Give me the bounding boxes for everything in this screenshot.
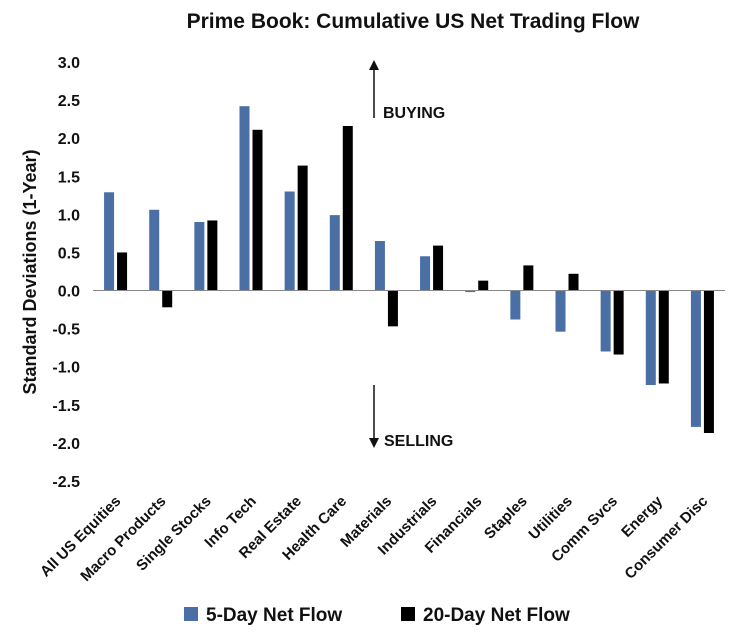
bar-5-day (645, 290, 656, 386)
legend-swatch (184, 607, 198, 621)
x-tick-label: Staples (481, 493, 531, 543)
y-tick-label: 0.0 (58, 284, 80, 301)
bar-20-day (207, 220, 218, 291)
y-tick-label: 3.0 (58, 55, 80, 72)
bar-5-day (600, 290, 611, 352)
bar-5-day (465, 290, 476, 293)
bar-5-day (194, 221, 205, 291)
y-tick-label: -0.5 (52, 322, 80, 339)
bar-20-day (297, 165, 308, 291)
bar-5-day (284, 191, 295, 291)
selling-arrow-head (369, 438, 379, 448)
bar-20-day (478, 280, 489, 291)
buying-label: BUYING (383, 105, 445, 122)
bar-20-day (568, 273, 579, 291)
y-tick-label: 1.5 (58, 169, 80, 186)
x-tick-label: Consumer Disc (621, 493, 711, 583)
bar-5-day (420, 256, 431, 291)
y-axis-label: Standard Deviations (1-Year) (20, 149, 40, 394)
bar-20-day (162, 290, 173, 308)
bar-5-day (690, 290, 701, 427)
bar-5-day (104, 192, 115, 291)
y-tick-label: 0.5 (58, 245, 80, 262)
y-tick-label: 1.0 (58, 207, 80, 224)
annotations: BUYING SELLING (369, 60, 453, 450)
bars (104, 106, 714, 434)
bar-20-day (433, 245, 444, 291)
bar-5-day (239, 106, 250, 291)
bar-20-day (387, 290, 398, 327)
bar-20-day (658, 290, 669, 384)
y-tick-label: -1.5 (52, 398, 80, 415)
buying-arrow-head (369, 60, 379, 70)
bar-5-day (329, 215, 340, 291)
bar-5-day (374, 241, 385, 291)
y-tick-labels: 3.0 2.5 2.0 1.5 1.0 0.5 0.0 -0.5 -1.0 -1.5 -2.0 -2.… (52, 55, 80, 491)
bar-5-day (149, 209, 160, 291)
bar-20-day (117, 252, 128, 291)
bar-20-day (342, 125, 353, 291)
y-tick-label: 2.0 (58, 131, 80, 148)
y-tick-label: -1.0 (52, 360, 80, 377)
bar-5-day (510, 290, 521, 320)
bar-20-day (252, 129, 263, 291)
chart-title: Prime Book: Cumulative US Net Trading Fl… (187, 10, 640, 33)
bar-20-day (523, 265, 534, 291)
selling-label: SELLING (384, 433, 453, 450)
bar-20-day (613, 290, 624, 355)
y-tick-label: 2.5 (58, 93, 80, 110)
y-tick-label: -2.5 (52, 474, 80, 491)
legend-label: 20-Day Net Flow (423, 605, 570, 626)
bar-20-day (703, 290, 714, 434)
bar-5-day (555, 290, 566, 332)
legend-swatch (401, 607, 415, 621)
y-tick-label: -2.0 (52, 436, 80, 453)
legend-label: 5-Day Net Flow (206, 605, 342, 626)
x-tick-label: All US Equities (37, 493, 124, 580)
legend: 5-Day Net Flow 20-Day Net Flow (184, 605, 570, 626)
